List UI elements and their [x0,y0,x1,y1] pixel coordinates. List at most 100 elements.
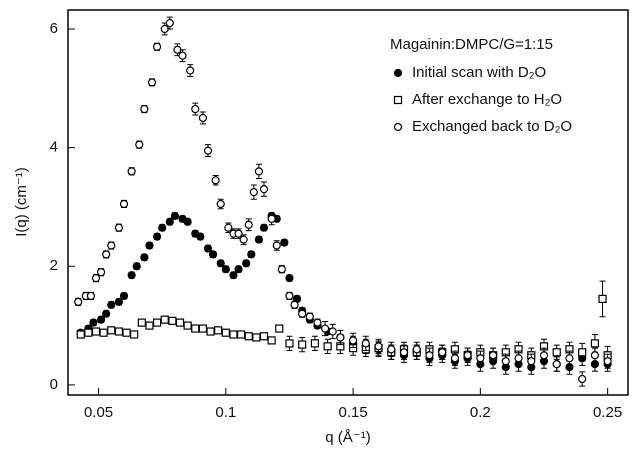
data-point [298,309,307,318]
data-point [170,211,180,220]
data-point [196,232,205,241]
data-point [328,327,337,336]
data-point [280,238,289,247]
data-point [275,324,284,333]
data-point [463,351,472,360]
data-point [298,340,307,349]
data-point [259,332,269,341]
x-tick-label: 0.25 [593,404,622,421]
legend-label: After exchange to H₂O [412,91,562,108]
data-point [539,351,549,360]
data-point [152,318,162,327]
data-point [107,300,116,309]
data-point [119,291,129,301]
data-point [86,291,96,301]
data-point [130,330,139,339]
data-point [399,348,409,357]
data-point [158,223,167,232]
data-point [137,318,146,327]
data-point [285,339,294,348]
data-point [285,291,294,301]
data-point [565,354,574,363]
legend-marker [393,68,403,78]
y-tick-label: 6 [50,20,58,37]
data-point [84,328,93,337]
data-point [501,357,510,366]
data-point [578,374,587,384]
x-tick-label: 0.05 [84,404,113,421]
data-point [267,336,276,345]
data-point [140,104,149,114]
data-point [152,232,162,241]
legend-label: Exchanged back to D₂O [412,118,572,135]
data-point [412,345,421,354]
data-point [320,324,330,333]
data-point [552,348,561,357]
data-point [107,326,116,335]
data-point [590,351,600,360]
data-point [323,342,332,351]
data-point [603,357,612,366]
data-point [183,217,192,226]
data-point [114,327,124,336]
data-point [310,339,320,348]
legend-marker [393,95,403,105]
data-point [361,339,370,348]
data-point [285,274,294,283]
data-point [102,250,111,259]
data-point [178,51,187,60]
data-point [152,42,162,51]
data-point [132,262,141,271]
data-point [488,351,498,360]
x-tick-label: 0.2 [470,404,491,421]
y-tick-label: 4 [50,139,58,156]
data-point [135,140,144,149]
annotation: Magainin:DMPC/G=1:15 [390,36,553,53]
data-point [305,312,314,321]
y-axis-label: I(q) (cm⁻¹) [13,167,30,237]
data-point [186,66,195,75]
data-point [313,318,322,327]
data-point [147,78,157,87]
data-point [165,18,174,28]
data-point [267,214,276,223]
data-point [91,327,101,336]
data-point [175,318,185,327]
data-point [122,328,131,337]
data-point [387,345,396,354]
data-point [425,351,434,360]
data-point [348,336,358,345]
data-point [107,241,116,250]
data-point [114,297,124,306]
data-point [140,253,149,262]
data-point [244,332,253,341]
data-point [216,259,225,268]
data-point [252,333,261,342]
plot-frame [67,9,629,396]
data-point [198,113,208,123]
data-point [290,300,299,309]
data-point [229,330,238,339]
data-point [254,167,264,176]
data-point [216,199,225,209]
data-point [165,217,174,226]
data-point [76,330,85,339]
data-point [160,315,169,324]
data-point [208,250,218,259]
data-point [206,327,215,336]
data-point [527,357,536,366]
data-point [96,268,106,277]
data-point [239,235,248,244]
x-tick-label: 0.1 [215,404,236,421]
data-point [450,354,460,363]
data-point [214,326,223,335]
data-point [119,199,129,209]
data-point [236,330,246,339]
data-point [247,250,256,259]
data-point [259,223,269,232]
data-point [91,274,101,283]
data-point [244,220,253,229]
legend-marker [393,122,403,132]
